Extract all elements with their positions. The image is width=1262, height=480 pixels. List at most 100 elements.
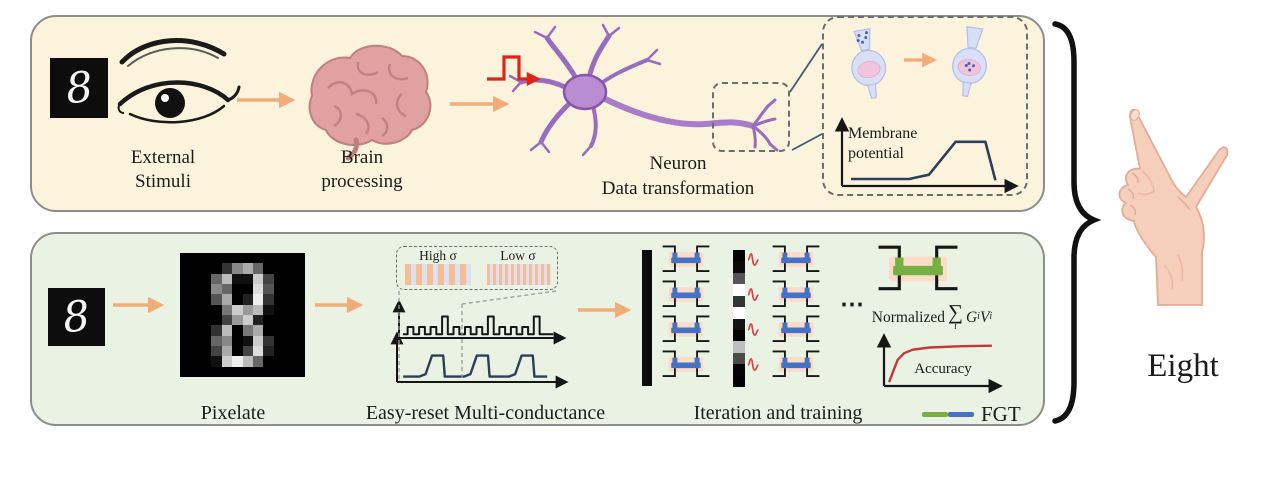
pixel-cell <box>232 283 243 295</box>
pixel-cell <box>263 304 274 315</box>
pixel-cell <box>232 314 243 326</box>
input-bar <box>642 250 652 386</box>
pixel-cell <box>284 273 295 284</box>
pixel-cell <box>252 366 264 377</box>
weight-cell <box>733 352 745 365</box>
membrane-potential-label: Membrane potential <box>848 125 918 163</box>
legend-blue-segment <box>948 412 974 417</box>
pixel-cell <box>221 356 233 367</box>
pixel-cell <box>180 366 191 377</box>
pixel-cell <box>242 253 253 264</box>
pixel-cell <box>190 345 201 357</box>
pixel-cell <box>221 253 233 264</box>
pixel-cell <box>294 325 305 336</box>
weight-cell <box>733 375 745 388</box>
pixel-cell <box>263 263 274 274</box>
pixel-cell <box>211 304 222 315</box>
pixel-cell <box>232 345 243 357</box>
pixel-cell <box>263 335 274 346</box>
pixel-cell <box>252 335 264 346</box>
sigma-stripe-box: High σ Low σ <box>396 246 558 290</box>
pixel-cell <box>263 356 274 367</box>
conductance-chart <box>390 331 569 389</box>
pixel-cell <box>284 263 295 274</box>
high-sigma-label: High σ <box>419 248 457 263</box>
pixel-cell <box>252 273 264 284</box>
weight-cell <box>733 364 745 376</box>
pixel-cell <box>211 325 222 336</box>
pixel-cell <box>252 253 264 264</box>
accuracy-chart <box>876 333 1003 394</box>
pixel-cell <box>263 314 274 326</box>
pixel-cell <box>180 253 191 264</box>
high-sigma-stripes <box>405 264 471 285</box>
neuron-illustration <box>508 23 779 157</box>
pixel-cell <box>294 345 305 357</box>
pixel-cell <box>263 366 274 377</box>
pixel-cell <box>180 263 191 274</box>
pixel-cell <box>284 253 295 264</box>
fgt-legend: FGT <box>922 402 1021 427</box>
pixel-cell <box>200 345 212 357</box>
pixel-cell <box>232 335 243 346</box>
pixel-cell <box>273 263 285 274</box>
pixel-cell <box>180 314 191 326</box>
pixel-cell <box>232 273 243 284</box>
pixelate-label: Pixelate <box>200 402 266 424</box>
pixel-cell <box>211 366 222 377</box>
pixel-cell <box>211 253 222 264</box>
pixel-cell <box>221 314 233 326</box>
pixel-cell <box>273 273 285 284</box>
pixel-cell <box>180 273 191 284</box>
pixel-cell <box>232 253 243 264</box>
weight-cell <box>733 307 745 319</box>
pixel-cell <box>211 345 222 357</box>
pixel-cell <box>221 263 233 274</box>
pixel-cell <box>211 294 222 305</box>
pixel-cell <box>284 345 295 357</box>
weight-cell <box>733 341 745 353</box>
pixel-cell <box>190 356 201 367</box>
pixel-cell <box>221 273 233 284</box>
pixel-cell <box>180 325 191 336</box>
accuracy-label: Accuracy <box>914 361 972 377</box>
weight-cell <box>733 318 745 330</box>
pixel-cell <box>294 335 305 346</box>
pixel-cell <box>273 304 285 315</box>
synapse-inset-box <box>822 16 1028 196</box>
pixel-cell <box>232 356 243 367</box>
result-label: Eight <box>1147 348 1219 384</box>
ellipsis-dots: ⋯ <box>840 292 864 318</box>
weight-cell <box>733 295 745 308</box>
pixel-cell <box>294 304 305 315</box>
pixel-cell <box>190 294 201 305</box>
pixel-cell <box>242 283 253 295</box>
pixelated-digit-image <box>180 253 305 377</box>
brain-illustration <box>308 44 432 161</box>
pixel-cell <box>180 345 191 357</box>
pixel-cell <box>200 304 212 315</box>
error-spike-icons <box>747 253 759 371</box>
pixel-cell <box>263 273 274 284</box>
pixel-cell <box>211 273 222 284</box>
pixel-cell <box>294 273 305 284</box>
pixel-cell <box>284 294 295 305</box>
pixel-cell <box>263 345 274 357</box>
normalized-text: Normalized <box>871 308 945 326</box>
pixel-cell <box>252 263 264 274</box>
iteration-training-label: Iteration and training <box>693 402 863 424</box>
pixel-cell <box>242 335 253 346</box>
pixel-cell <box>294 253 305 264</box>
mnist-digit-image: 8 <box>50 58 108 118</box>
pixel-cell <box>180 294 191 305</box>
pixel-cell <box>242 325 253 336</box>
membrane-potential-chart <box>834 117 1019 194</box>
digit-eight-bottom: 8 <box>60 290 93 343</box>
pixel-cell <box>190 273 201 284</box>
pixel-cell <box>200 335 212 346</box>
pixel-cell <box>273 325 285 336</box>
pixel-cell <box>294 366 305 377</box>
pixel-cell <box>221 366 233 377</box>
pixel-cell <box>211 263 222 274</box>
